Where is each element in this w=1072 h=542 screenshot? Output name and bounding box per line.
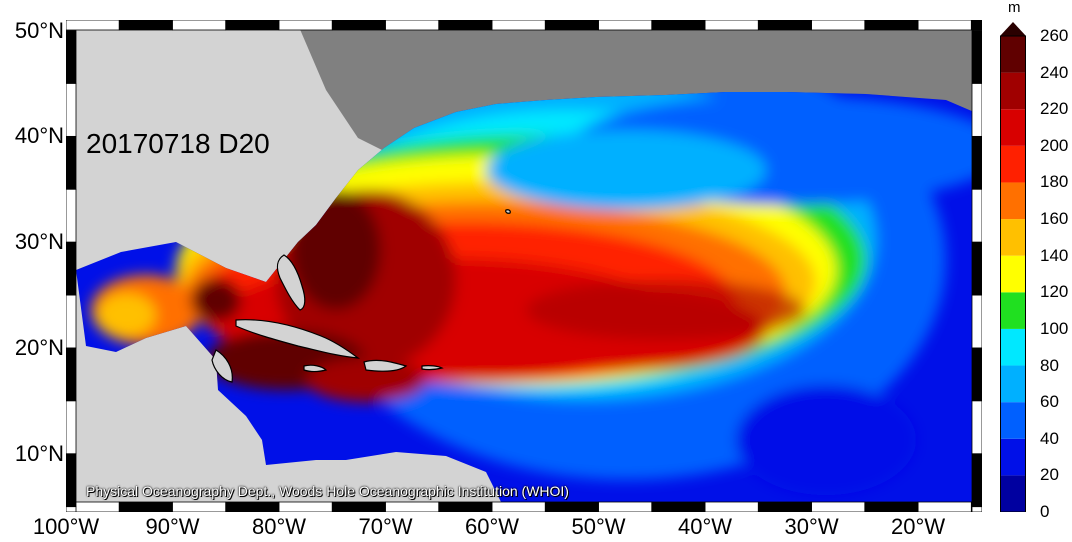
- unanalyzed-ocean: [296, 20, 974, 152]
- colorbar-tick-label: 20: [1040, 465, 1059, 485]
- map-border: [66, 20, 982, 512]
- colorbar-unit: m: [1008, 0, 1021, 16]
- lon-label: 80°W: [251, 514, 307, 539]
- colorbar-tick-label: 260: [1040, 26, 1069, 45]
- florida: [276, 254, 306, 311]
- d20-field: [76, 92, 974, 512]
- lat-label: 10°N: [14, 440, 64, 466]
- d20-map: [66, 20, 982, 512]
- lon-label: 100°W: [32, 514, 100, 539]
- colorbar-swatch: [1000, 219, 1026, 256]
- lat-label: 30°N: [14, 229, 64, 255]
- colorbar-tick-label: 240: [1040, 62, 1069, 82]
- credit-text: Physical Oceanography Dept., Woods Hole …: [86, 483, 569, 499]
- colorbar-swatch: [1000, 72, 1026, 110]
- colorbar-swatch: [1000, 109, 1026, 146]
- colorbar-tick-label: 100: [1040, 318, 1069, 338]
- colorbar-tick-label: 40: [1040, 428, 1059, 448]
- colorbar-swatch: [1000, 438, 1026, 476]
- colorbar-tick-label: 120: [1040, 282, 1069, 302]
- lon-label: 50°W: [571, 514, 626, 539]
- lon-label: 20°W: [891, 514, 946, 539]
- colorbar-tick-label: 0: [1040, 502, 1050, 521]
- colorbar-swatch: [1000, 328, 1026, 366]
- jamaica: [303, 364, 328, 373]
- map-frame: [66, 20, 982, 512]
- bermuda: [505, 209, 511, 214]
- hispaniola: [363, 359, 408, 372]
- colorbar-tick-label: 200: [1040, 135, 1069, 155]
- date-label: 20170718 D20: [86, 128, 270, 159]
- colorbar: [1000, 22, 1026, 512]
- colorbar-tick-label: 220: [1040, 99, 1069, 119]
- lon-label: 70°W: [358, 514, 413, 539]
- lon-label: 90°W: [145, 514, 200, 539]
- cuba: [235, 319, 361, 359]
- colorbar-swatch: [1000, 255, 1026, 293]
- colorbar-overflow-arrow: [1000, 22, 1026, 36]
- colorbar-swatch: [1000, 475, 1026, 512]
- colorbar-tick-label: 140: [1040, 245, 1069, 265]
- colorbar-swatch: [1000, 365, 1026, 403]
- yucatan: [211, 349, 233, 383]
- colorbar-swatch: [1000, 182, 1026, 220]
- colorbar-swatch: [1000, 36, 1026, 73]
- lon-label: 40°W: [678, 514, 733, 539]
- lat-label: 40°N: [14, 123, 64, 149]
- lat-label: 50°N: [14, 17, 64, 43]
- colorbar-swatch: [1000, 402, 1026, 439]
- colorbar-tick-label: 60: [1040, 392, 1059, 412]
- colorbar-tick-label: 180: [1040, 172, 1069, 192]
- colorbar-outline: [1000, 35, 1026, 512]
- colorbar-swatch: [1000, 292, 1026, 329]
- lat-label: 20°N: [14, 335, 64, 360]
- coastlines: [211, 209, 511, 383]
- puerto-rico: [421, 365, 444, 371]
- colorbar-swatch: [1000, 145, 1026, 183]
- lon-label: 30°W: [784, 514, 839, 539]
- colorbar-tick-label: 80: [1040, 355, 1059, 375]
- colorbar-tick-label: 160: [1040, 209, 1069, 229]
- lon-label: 60°W: [465, 514, 520, 539]
